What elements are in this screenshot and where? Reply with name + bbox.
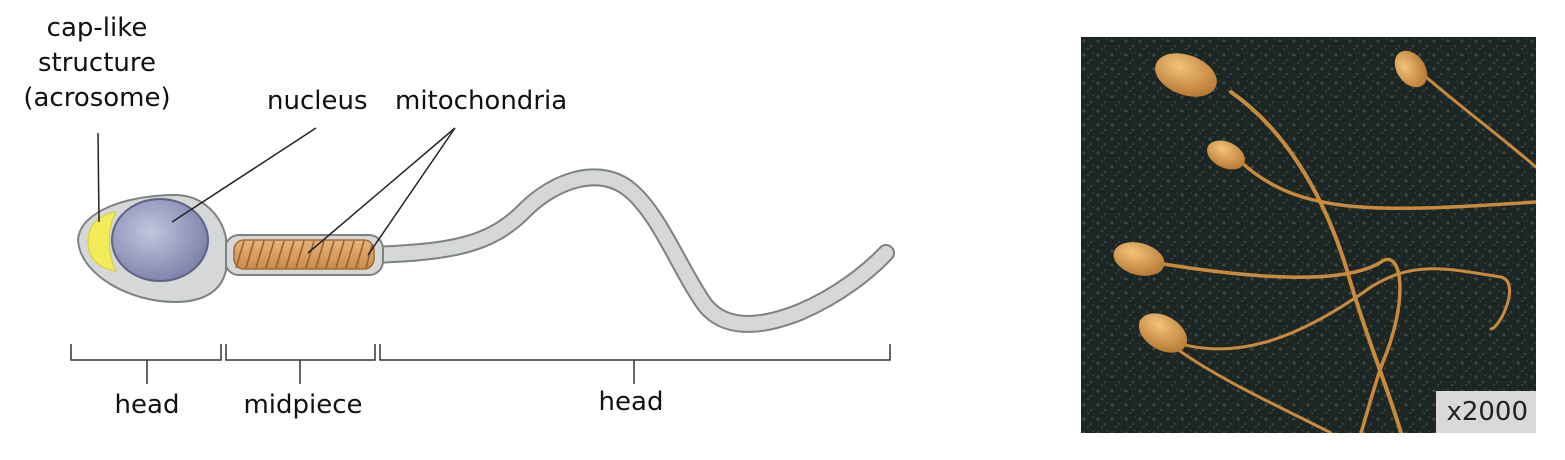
section-label-tail: head (598, 387, 664, 417)
nucleus-leader (171, 127, 317, 223)
mitochondria-leader-2 (367, 127, 456, 256)
bracket-head (70, 344, 222, 384)
acrosome (87, 211, 117, 272)
micrograph-image (1081, 37, 1536, 433)
mitochondria-spiral (233, 239, 375, 270)
bracket-tail (379, 344, 891, 384)
sperm-cell-diagram (70, 127, 895, 384)
section-label-midpiece: midpiece (243, 390, 363, 420)
nucleus-label: nucleus (267, 86, 368, 116)
bracket-midpiece (225, 344, 376, 384)
section-label-head: head (114, 390, 180, 420)
acrosome-label: cap-like structure (acrosome) (23, 11, 170, 116)
mitochondria-leader-1 (307, 127, 456, 254)
acrosome-label-line-1: cap-like (46, 13, 148, 43)
magnification-label: x2000 (1436, 391, 1536, 433)
acrosome-label-line-2: structure (37, 48, 156, 78)
nucleus (111, 198, 209, 282)
acrosome-label-line-3: (acrosome) (23, 83, 171, 113)
mitochondria-label: mitochondria (395, 86, 568, 116)
sperm-micrograph: x2000 (1081, 37, 1536, 433)
acrosome-leader (97, 132, 100, 223)
